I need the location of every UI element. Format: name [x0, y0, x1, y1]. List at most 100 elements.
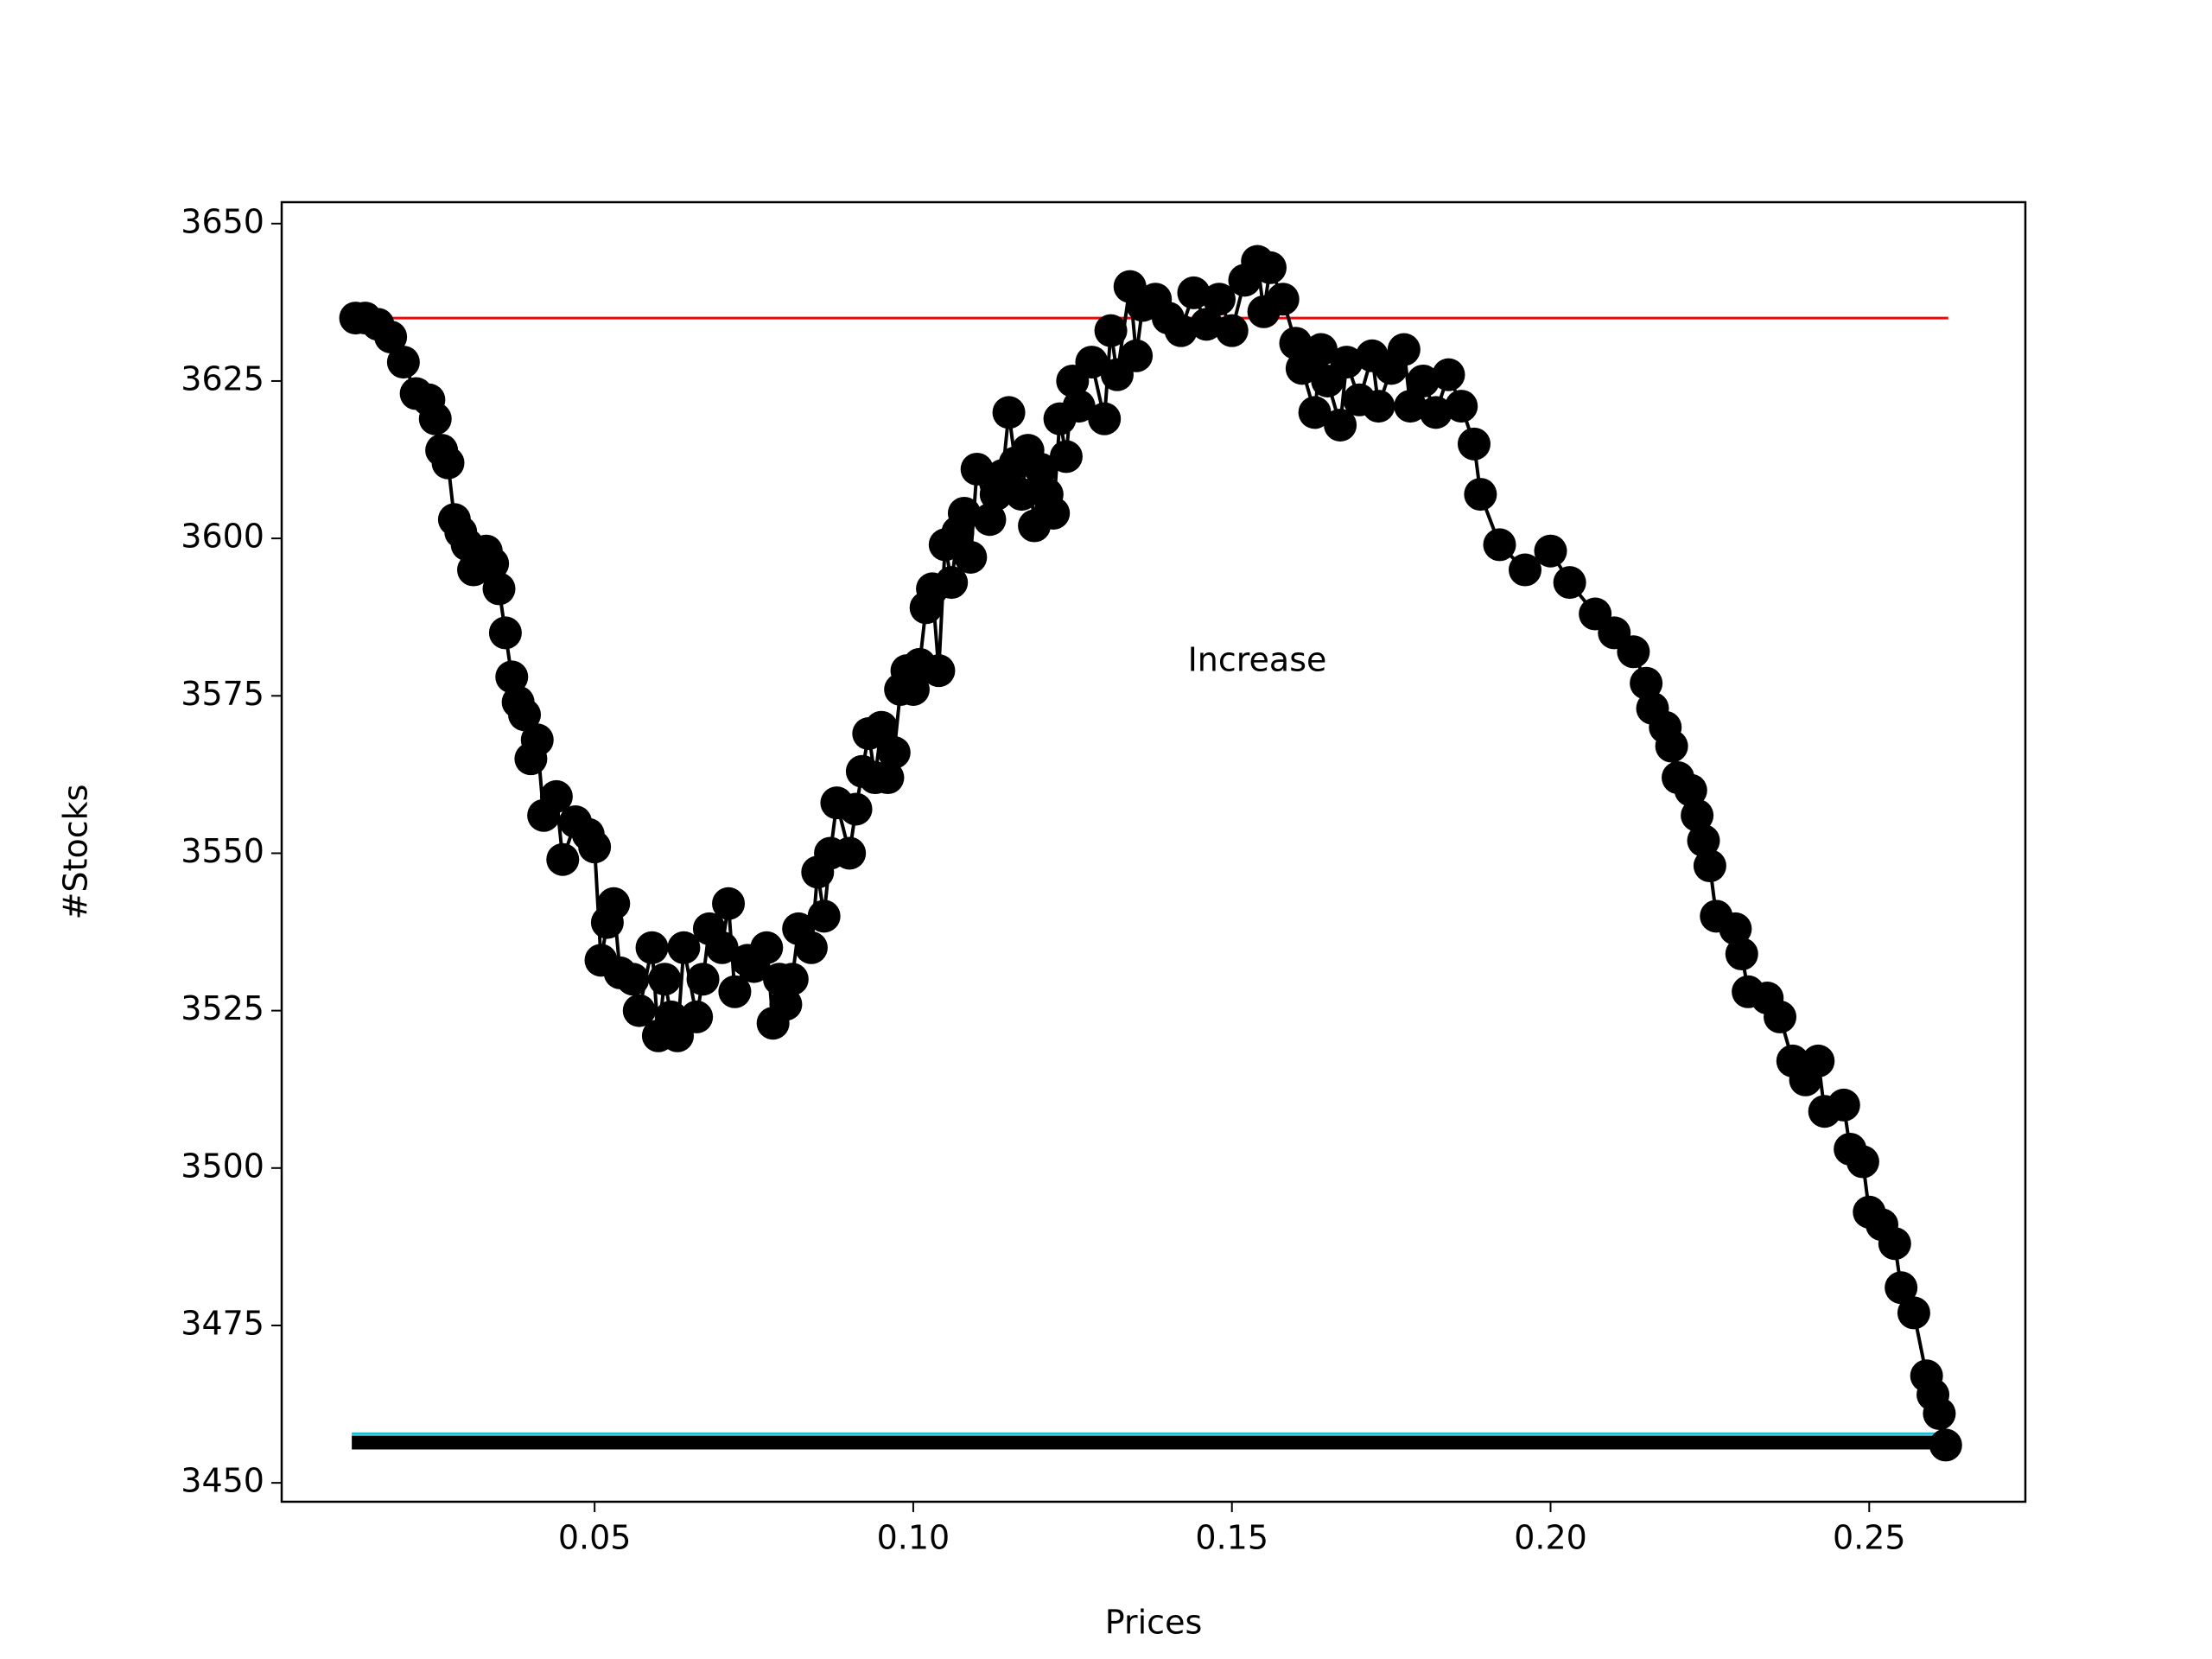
data-point	[680, 1000, 714, 1033]
x-tick-label: 0.20	[1514, 1519, 1587, 1557]
data-point	[973, 503, 1007, 537]
data-point	[539, 779, 573, 813]
data-point	[1553, 566, 1586, 600]
data-point	[865, 710, 899, 744]
data-point	[839, 792, 873, 826]
data-point	[896, 673, 930, 706]
data-point	[546, 842, 580, 876]
data-point	[1279, 327, 1313, 360]
data-point	[1330, 346, 1363, 379]
data-point	[1655, 729, 1688, 763]
data-point	[1190, 308, 1224, 341]
data-point	[1719, 912, 1752, 945]
y-tick-label: 3650	[181, 202, 264, 240]
data-point	[1324, 408, 1357, 442]
data-point	[718, 975, 752, 1008]
data-point	[597, 887, 631, 920]
data-point	[1253, 251, 1287, 284]
data-point	[1674, 773, 1707, 807]
x-tick-label: 0.10	[877, 1519, 950, 1557]
data-point	[1094, 314, 1128, 347]
data-point	[947, 496, 981, 530]
data-point	[1164, 314, 1198, 347]
data-point	[992, 396, 1026, 429]
data-point	[1298, 396, 1332, 429]
data-point	[1802, 1044, 1835, 1077]
data-point	[374, 320, 408, 353]
annotation: Increase	[1188, 641, 1327, 679]
data-point	[622, 994, 656, 1027]
plot-frame	[280, 200, 2027, 1503]
data-point	[1445, 390, 1478, 423]
data-point	[578, 830, 612, 864]
data-point	[1878, 1227, 1911, 1261]
data-point	[1266, 283, 1300, 316]
data-point	[1764, 1000, 1797, 1033]
data-point	[1534, 534, 1567, 568]
data-point	[1394, 390, 1427, 423]
data-point	[1432, 358, 1465, 391]
data-point	[1509, 553, 1542, 587]
data-point	[1202, 283, 1236, 316]
data-point	[667, 931, 701, 964]
data-point	[922, 654, 956, 688]
data-point	[712, 887, 746, 920]
data-point	[1897, 1296, 1930, 1330]
data-point	[1419, 396, 1452, 429]
data-point	[686, 963, 720, 996]
data-point	[616, 963, 650, 996]
y-tick-label: 3450	[181, 1462, 264, 1500]
data-point	[794, 931, 828, 964]
data-point	[1075, 346, 1109, 379]
y-tick-label: 3550	[181, 832, 264, 870]
data-point	[495, 660, 529, 694]
data-point	[877, 735, 911, 769]
y-tick-label: 3625	[181, 359, 264, 397]
data-point	[935, 566, 969, 600]
data-point	[520, 723, 554, 757]
data-point	[1617, 635, 1650, 669]
y-tick-label: 3500	[181, 1147, 264, 1185]
y-tick-label: 3525	[181, 989, 264, 1027]
data-point	[750, 931, 784, 964]
data-point	[1005, 478, 1039, 512]
data-point	[1304, 333, 1338, 366]
data-point	[1362, 390, 1395, 423]
data-point	[1725, 938, 1758, 971]
data-point	[431, 446, 465, 480]
data-point	[954, 540, 988, 574]
data-point	[1929, 1428, 1962, 1462]
data-point	[1457, 427, 1491, 461]
data-point	[1037, 496, 1071, 530]
data-point	[476, 547, 510, 581]
x-tick-label: 0.15	[1195, 1519, 1268, 1557]
y-tick-label: 3575	[181, 675, 264, 713]
x-tick-label: 0.25	[1833, 1519, 1906, 1557]
data-point	[1923, 1396, 1956, 1430]
data-point	[1827, 1088, 1860, 1122]
data-point	[1215, 314, 1249, 347]
data-point	[508, 698, 542, 732]
data-point	[635, 931, 669, 964]
data-point	[960, 452, 994, 486]
data-point	[1387, 333, 1421, 366]
data-point	[482, 572, 516, 606]
data-point	[1049, 440, 1083, 474]
data-point	[386, 346, 420, 379]
data-point	[1406, 364, 1440, 397]
data-point	[1120, 339, 1154, 372]
data-point	[1681, 798, 1714, 832]
data-point	[1483, 528, 1516, 562]
x-axis-label: Prices	[1105, 1604, 1203, 1642]
x-tick-label: 0.05	[558, 1519, 632, 1557]
data-point	[1846, 1145, 1879, 1179]
data-point	[1088, 402, 1122, 435]
y-tick-label: 3475	[181, 1304, 264, 1342]
data-point	[775, 963, 809, 996]
data-point	[807, 899, 841, 933]
data-point	[1024, 452, 1058, 486]
data-point	[833, 836, 867, 870]
